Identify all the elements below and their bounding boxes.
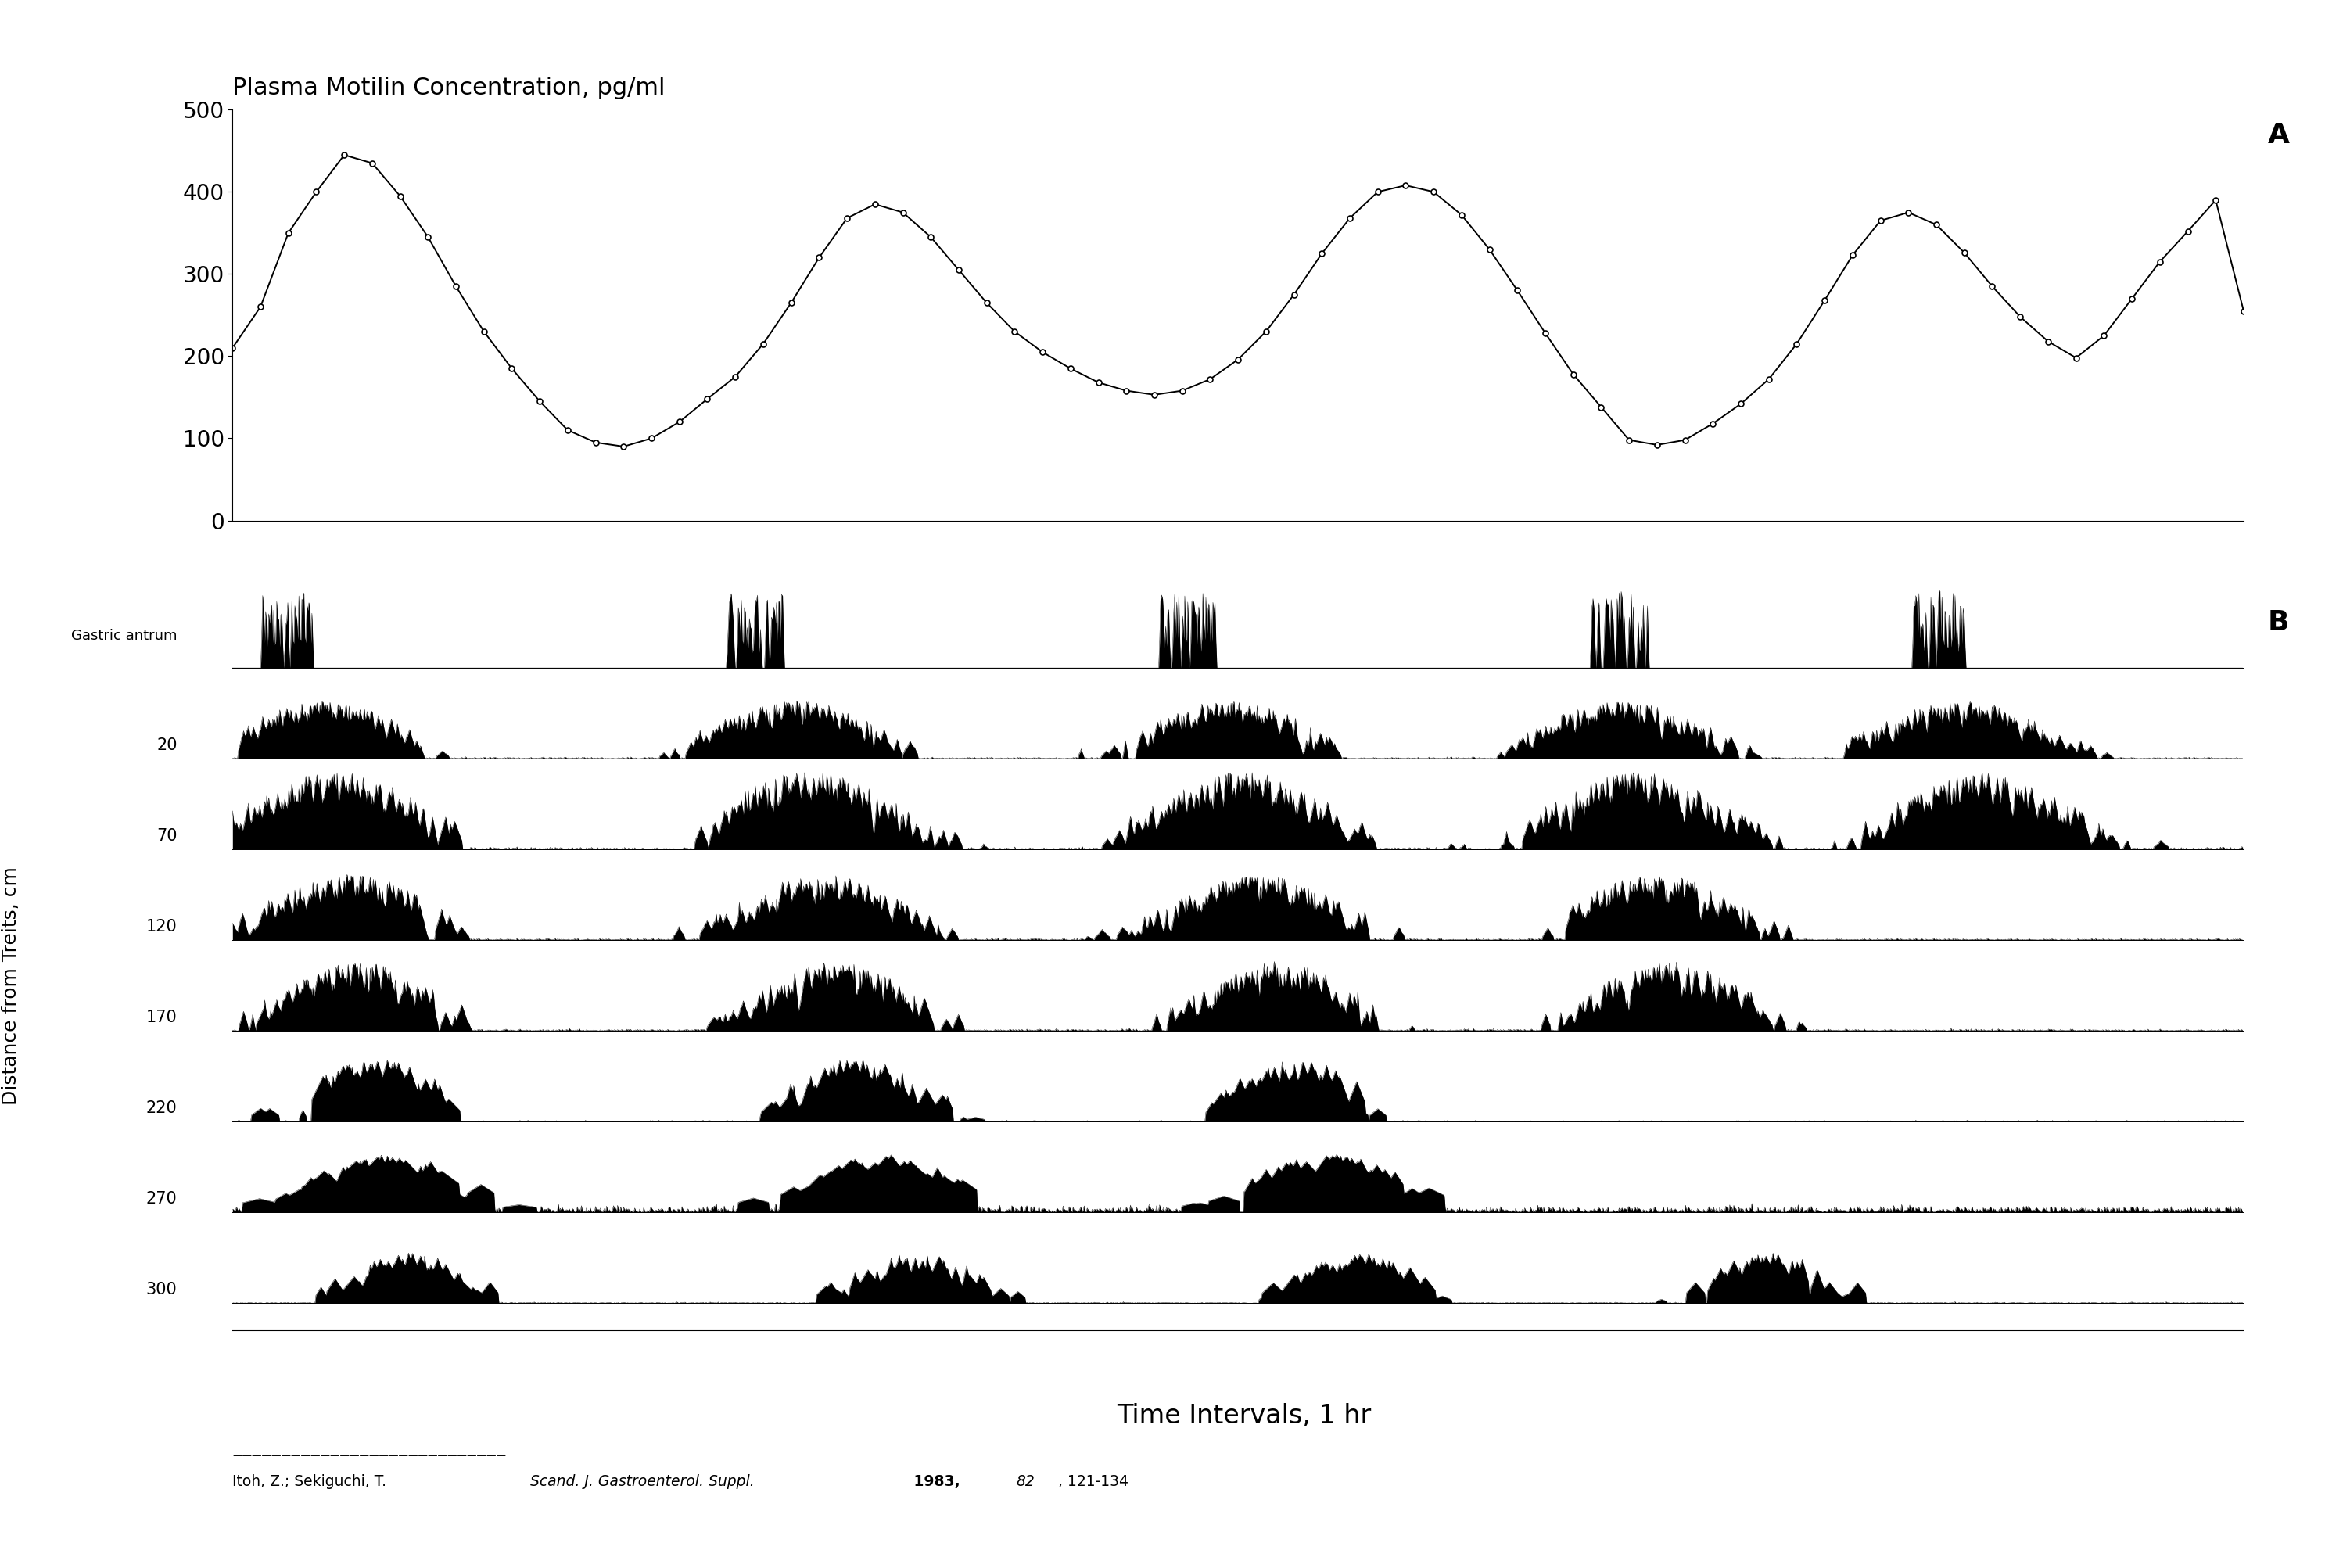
- Text: A: A: [2267, 122, 2290, 149]
- Text: Plasma Motilin Concentration, pg/ml: Plasma Motilin Concentration, pg/ml: [233, 77, 665, 99]
- Text: 1983,: 1983,: [909, 1474, 965, 1488]
- Text: Time Intervals, 1 hr: Time Intervals, 1 hr: [1116, 1403, 1372, 1428]
- Text: 70: 70: [156, 828, 177, 844]
- Text: 300: 300: [146, 1281, 177, 1297]
- Text: Itoh, Z.; Sekiguchi, T.: Itoh, Z.; Sekiguchi, T.: [233, 1474, 391, 1488]
- Text: 170: 170: [146, 1010, 177, 1025]
- Text: 120: 120: [146, 919, 177, 935]
- Text: 220: 220: [146, 1101, 177, 1116]
- Text: Scand. J. Gastroenterol. Suppl.: Scand. J. Gastroenterol. Suppl.: [530, 1474, 753, 1488]
- Text: , 121-134: , 121-134: [1058, 1474, 1128, 1488]
- Text: ————————————————————————————: ————————————————————————————: [233, 1450, 507, 1460]
- Text: Gastric antrum: Gastric antrum: [72, 629, 177, 643]
- Text: Distance from Treits, cm: Distance from Treits, cm: [2, 866, 21, 1105]
- Text: 82: 82: [1016, 1474, 1035, 1488]
- Text: 270: 270: [146, 1192, 177, 1207]
- Text: 20: 20: [156, 737, 177, 753]
- Text: B: B: [2267, 610, 2290, 637]
